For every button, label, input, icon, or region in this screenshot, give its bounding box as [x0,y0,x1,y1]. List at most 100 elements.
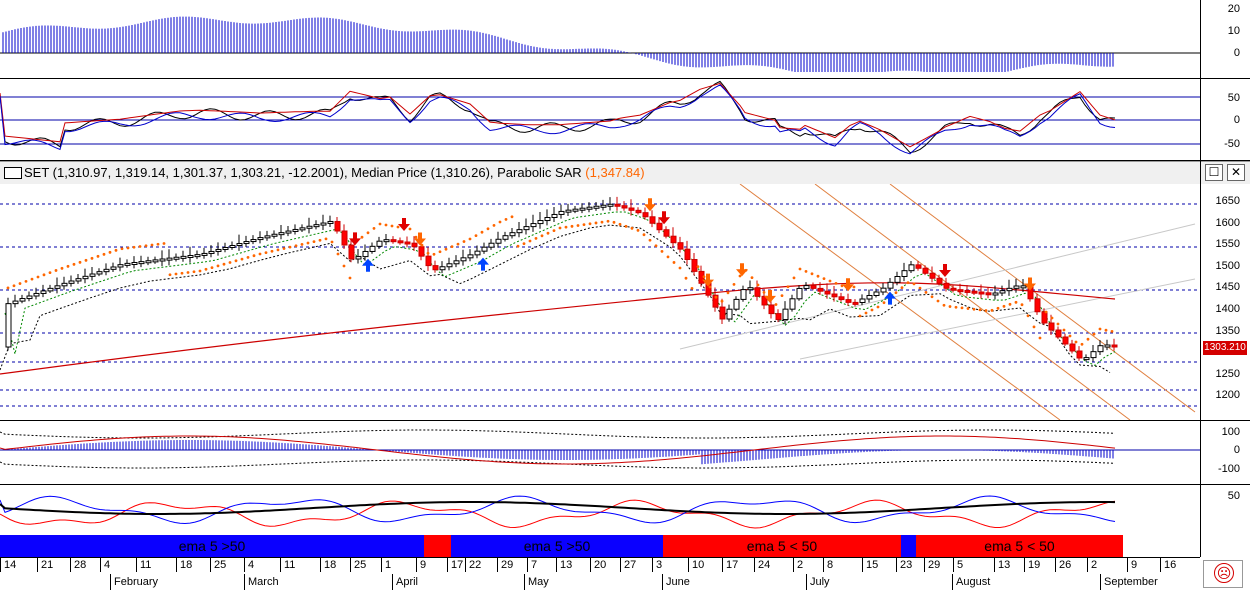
sar-dot [510,215,514,219]
sar-dot [132,245,136,249]
oscillator-4-chart [0,495,1116,529]
sar-dot [852,285,856,289]
candle-body [572,208,579,212]
date-tick-label: 14 [0,558,16,572]
sar-dot [90,256,94,260]
candle-body [607,203,614,207]
sar-dot [534,237,538,240]
sar-dot [822,277,826,280]
candle-body [978,291,985,295]
sar-dot [972,307,976,311]
sar-dot [738,274,742,278]
sar-dot [24,279,28,283]
candle-body [957,289,964,293]
oscillator-pane-2[interactable]: 50 0 -50 [0,80,1250,161]
candle-body [96,271,103,275]
candle-body [922,267,929,274]
candle-body [474,250,481,256]
sar-dot [942,303,946,307]
oscillator-pane-4[interactable]: 50 [0,486,1250,534]
candle-body [586,206,593,210]
sar-dot [186,271,190,274]
osc3-axis-label: 0 [1233,444,1240,456]
candle-body [691,259,698,272]
date-tick-label: 11 [136,558,151,572]
candle-body [166,257,173,261]
sar-dot [264,251,268,255]
sar-dot [486,227,490,231]
signal-arrow [842,278,854,292]
candle-body [544,217,551,222]
candle-body [152,259,159,263]
sar-dot [204,267,208,271]
sar-dot [258,252,262,256]
close-button[interactable]: ✕ [1227,164,1245,181]
candle-body [936,277,943,284]
trend-line [889,184,1196,413]
candle-body [985,292,992,296]
signal-arrow [414,232,426,246]
candle-body [964,289,971,293]
price-pane[interactable] [0,184,1250,421]
oscillator-pane-3[interactable]: 100 0 -100 [0,422,1250,485]
sar-dot [30,277,34,281]
candle-body [516,229,523,234]
sar-dot [42,273,46,277]
candle-body [110,266,117,270]
sar-dot [990,308,994,312]
sar-dot [360,235,364,239]
sar-dot [612,220,616,224]
sar-dot [912,282,916,286]
date-tick-label: 28 [70,558,86,572]
osc4-axis-label: 50 [1227,490,1240,502]
oscillator-3-chart [0,429,1200,469]
maximize-button[interactable]: ☐ [1205,164,1223,181]
candle-body [740,289,747,300]
sar-dot [1104,328,1108,332]
sar-dot [342,264,346,268]
sar-dot [894,291,898,295]
candle-body [929,272,936,279]
sar-dot [540,234,544,238]
candle-body [523,226,530,231]
sar-dot [102,252,106,256]
sar-dot [690,287,694,290]
sar-dot [438,250,442,254]
oscillator-line [0,84,1116,155]
sar-dot [180,271,184,275]
date-tick-label: 25 [210,558,226,572]
window-icon [4,167,22,179]
price-axis-label: 1250 [1215,367,1240,380]
status-button[interactable]: ☹ [1203,560,1243,588]
sar-dot [654,244,658,248]
sar-dot [192,270,196,274]
candle-body [117,264,124,268]
di-minus-line [0,495,1116,525]
date-tick-label: 11 [280,558,295,572]
sar-dot [432,252,436,256]
sar-dot [1110,330,1114,333]
sar-dot [732,283,736,286]
sar-dot [582,223,586,227]
sar-dot [756,283,760,287]
trend-line [739,184,1061,420]
candle-body [446,263,453,268]
sar-dot [162,242,166,245]
date-tick-label: 16 [1160,558,1176,572]
oscillator-pane-1[interactable]: 20 10 0 [0,0,1250,79]
sar-dot [708,285,712,289]
price-axis-label: 1600 [1215,216,1240,229]
candle-body [551,213,558,219]
sar-dot [528,239,532,243]
sar-dot [378,222,382,226]
sar-dot [666,255,670,259]
sar-dot [336,252,340,256]
sar-dot [924,291,928,294]
sar-dot [60,266,64,270]
sar-dot [630,226,634,230]
sar-dot [606,219,610,223]
sar-dot [444,247,448,251]
signal-arrow [884,291,896,305]
signal-arrow [398,218,410,231]
candle-body [327,220,334,224]
